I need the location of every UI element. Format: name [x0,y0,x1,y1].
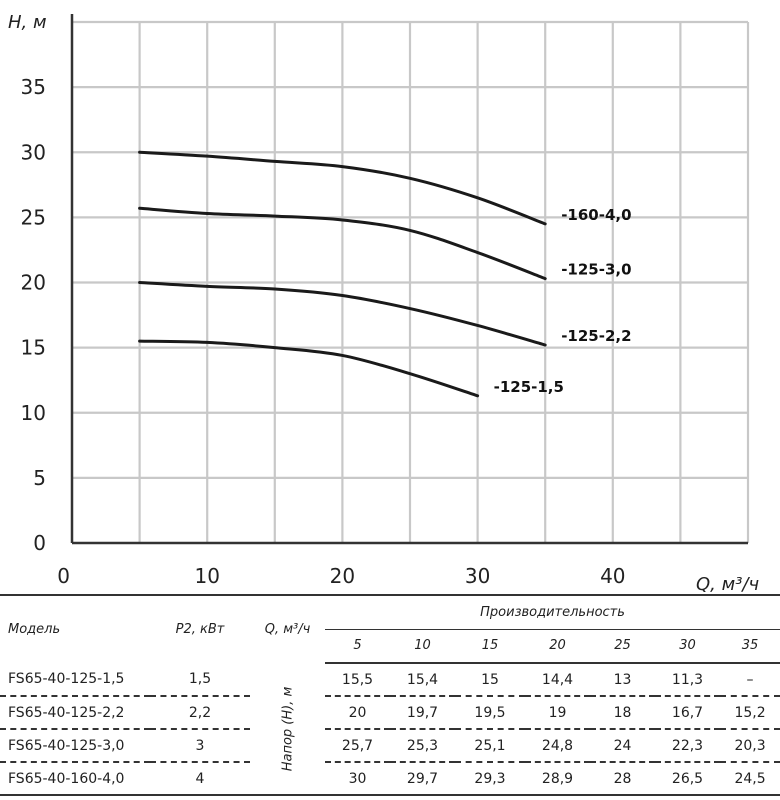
x-tick-label: 20 [330,564,355,588]
series-label: -125-3,0 [561,261,631,279]
value-cell: 11,3 [655,663,720,697]
value-cell: 26,5 [655,762,720,796]
value-cell: 19,7 [390,696,455,730]
value-cell: 29,3 [455,762,525,796]
value-cell: 24,5 [720,762,780,796]
y-tick-label: 15 [21,336,46,360]
performance-table-container: Модель P2, кВт Q, м³/ч Производительност… [0,594,780,800]
y-tick-label: 0 [33,531,46,555]
power-cell: 1,5 [150,663,250,697]
value-cell: 19,5 [455,696,525,730]
table-row: FS65-40-160-4,0 4 30 29,7 29,3 28,9 28 2… [0,762,780,796]
series-line [138,339,480,398]
value-cell: 20 [325,696,390,730]
model-cell: FS65-40-160-4,0 [0,762,150,796]
value-cell: 25,3 [390,729,455,763]
flow-header-cell: 25 [590,629,655,664]
series-line [138,206,547,281]
value-cell: 18 [590,696,655,730]
table-row: FS65-40-125-3,0 3 25,7 25,3 25,1 24,8 24… [0,729,780,763]
value-cell: 28 [590,762,655,796]
value-cell: 30 [325,762,390,796]
x-tick-label: 30 [465,564,490,588]
flow-header-cell: 20 [525,629,590,664]
model-cell: FS65-40-125-2,2 [0,696,150,730]
value-cell: 14,4 [525,663,590,697]
model-cell: FS65-40-125-1,5 [0,663,150,697]
head-axis-label: Напор (H), м [280,686,295,771]
y-axis-label: H, м [8,12,47,33]
value-cell: 24 [590,729,655,763]
header-power: P2, кВт [175,622,225,637]
value-cell: 20,3 [720,729,780,763]
value-cell: 25,7 [325,729,390,763]
header-model: Модель [8,622,61,637]
x-axis-label: Q, м³/ч [696,574,759,592]
value-cell: 29,7 [390,762,455,796]
value-cell: 15 [455,663,525,697]
x-tick-label: 10 [194,564,219,588]
y-tick-label: 10 [21,401,46,425]
table-row: FS65-40-125-1,5 1,5 Напор (H), м 15,5 15… [0,663,780,796]
value-cell: 13 [590,663,655,697]
value-cell: 15,4 [390,663,455,697]
power-cell: 2,2 [150,696,250,730]
value-cell: 28,9 [525,762,590,796]
series-label: -125-1,5 [494,378,564,396]
value-cell: 15,2 [720,696,780,730]
table-row: FS65-40-125-2,2 2,2 20 19,7 19,5 19 18 1… [0,696,780,730]
value-cell: – [720,663,780,697]
x-tick-label: 40 [600,564,625,588]
flow-header-cell: 15 [455,629,525,664]
head-axis-cell: Напор (H), м [250,663,325,796]
chart-grid [72,20,750,543]
value-cell: 15,5 [325,663,390,697]
y-tick-label: 30 [21,140,46,164]
power-cell: 3 [150,729,250,763]
x-tick-label: 0 [57,564,70,588]
value-cell: 16,7 [655,696,720,730]
power-cell: 4 [150,762,250,796]
flow-header-cell: 5 [325,629,390,664]
chart-series: -160-4,0 -125-3,0 -125-2,2 -125-1,5 [138,150,632,398]
y-tick-label: 20 [21,271,46,295]
series-line [138,281,547,347]
y-tick-label: 35 [21,75,46,99]
y-tick-label: 25 [21,205,46,229]
value-cell: 19 [525,696,590,730]
chart-axes: 0 5 10 15 20 25 30 35 0 10 20 30 40 [21,14,748,588]
series-label: -125-2,2 [561,327,631,345]
y-tick-label: 5 [33,466,46,490]
pump-curve-chart: 0 5 10 15 20 25 30 35 0 10 20 30 40 -160-4,0 -125-3,0… [8,12,759,592]
flow-header-cell: 30 [655,629,720,664]
value-cell: 25,1 [455,729,525,763]
performance-table: Модель P2, кВт Q, м³/ч Производительност… [0,594,780,796]
header-flow: Q, м³/ч [264,622,311,637]
header-performance: Производительность [325,595,780,630]
series-label: -160-4,0 [561,206,631,224]
series-line [138,150,547,226]
value-cell: 24,8 [525,729,590,763]
flow-header-cell: 35 [720,629,780,664]
flow-header-cell: 10 [390,629,455,664]
value-cell: 22,3 [655,729,720,763]
model-cell: FS65-40-125-3,0 [0,729,150,763]
